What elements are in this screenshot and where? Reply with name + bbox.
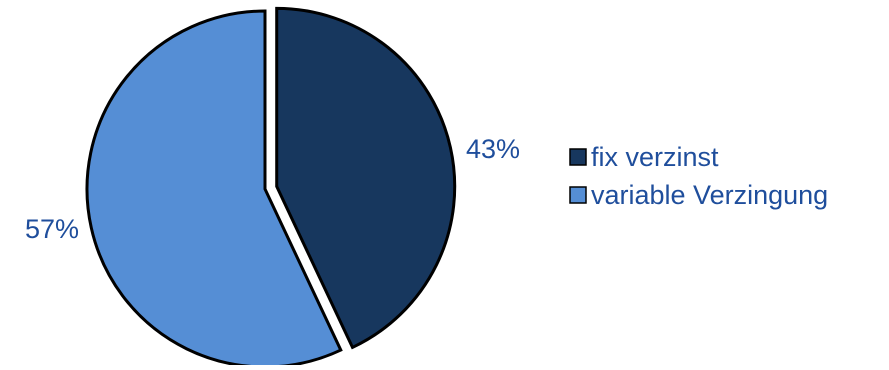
legend-swatch-fix-verzinst <box>569 148 587 166</box>
data-label-variable-verzingung: 57% <box>25 214 79 244</box>
legend: fix verzinst variable Verzingung <box>569 142 828 210</box>
pie-slice-fix-verzinst <box>275 6 457 350</box>
pie-slices <box>85 6 457 369</box>
data-label-fix-verzinst: 43% <box>466 134 520 164</box>
legend-label-fix-verzinst: fix verzinst <box>591 142 719 172</box>
legend-swatch-variable-verzingung <box>569 186 587 204</box>
legend-label-variable-verzingung: variable Verzingung <box>591 180 828 210</box>
data-labels: 43% 57% <box>25 134 520 244</box>
